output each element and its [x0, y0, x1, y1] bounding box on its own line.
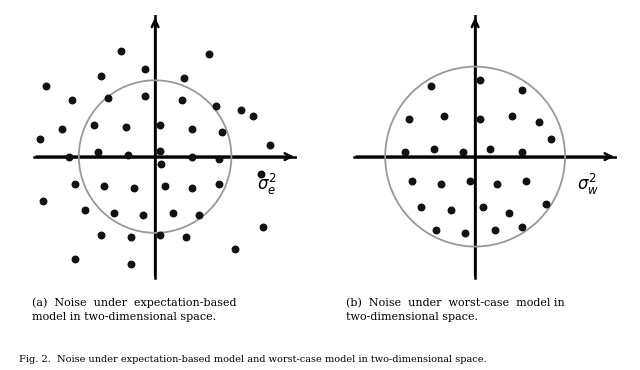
Point	[187, 126, 197, 132]
Point	[534, 120, 544, 125]
Point	[35, 136, 45, 142]
Point	[103, 95, 113, 101]
Point	[517, 224, 527, 230]
Point	[431, 227, 441, 233]
Point	[123, 152, 133, 158]
Point	[399, 149, 410, 155]
Text: (a)  Noise  under  expectation-based
model in two-dimensional space.: (a) Noise under expectation-based model …	[32, 298, 237, 322]
Point	[216, 129, 227, 135]
Point	[140, 65, 150, 71]
Point	[99, 183, 109, 189]
Point	[517, 87, 527, 93]
Point	[155, 122, 165, 128]
Point	[230, 246, 241, 252]
Point	[475, 117, 485, 122]
Point	[255, 171, 266, 177]
Point	[160, 183, 170, 189]
Point	[140, 93, 150, 99]
Text: $\sigma_w^2$: $\sigma_w^2$	[577, 171, 599, 196]
Point	[181, 234, 191, 240]
Text: $\sigma_e^2$: $\sigma_e^2$	[257, 171, 277, 196]
Point	[156, 161, 166, 167]
Point	[64, 154, 74, 159]
Point	[168, 210, 178, 216]
Point	[406, 178, 417, 184]
Point	[266, 142, 276, 148]
Point	[204, 51, 214, 57]
Point	[547, 136, 557, 142]
Point	[507, 112, 517, 118]
Point	[109, 210, 119, 216]
Point	[490, 227, 500, 233]
Point	[416, 205, 426, 211]
Point	[40, 83, 51, 89]
Point	[429, 146, 439, 152]
Point	[125, 261, 136, 267]
Point	[116, 48, 126, 54]
Point	[504, 210, 515, 216]
Point	[121, 124, 131, 130]
Point	[475, 77, 485, 83]
Point	[155, 148, 165, 154]
Point	[67, 97, 77, 103]
Point	[187, 185, 197, 191]
Text: (b)  Noise  under  worst-case  model in
two-dimensional space.: (b) Noise under worst-case model in two-…	[346, 298, 564, 322]
Point	[426, 83, 436, 89]
Point	[96, 232, 106, 238]
Point	[236, 107, 246, 112]
Point	[211, 103, 221, 109]
Point	[540, 201, 550, 206]
Point	[38, 198, 48, 204]
Point	[57, 126, 67, 132]
Point	[517, 149, 527, 155]
Point	[70, 181, 80, 187]
Point	[465, 178, 476, 184]
Point	[138, 212, 148, 218]
Point	[125, 234, 136, 240]
Point	[96, 73, 106, 80]
Point	[129, 185, 139, 191]
Point	[93, 149, 104, 155]
Point	[460, 230, 470, 236]
Point	[177, 97, 188, 103]
Point	[248, 112, 258, 118]
Point	[90, 122, 100, 128]
Point	[214, 155, 224, 161]
Point	[492, 181, 502, 187]
Point	[187, 154, 197, 159]
Point	[155, 232, 165, 238]
Point	[436, 181, 446, 187]
Point	[438, 112, 449, 118]
Point	[484, 146, 495, 152]
Point	[458, 149, 468, 155]
Point	[403, 117, 413, 122]
Point	[445, 208, 456, 213]
Point	[257, 224, 268, 230]
Point	[179, 75, 189, 81]
Point	[521, 178, 531, 184]
Point	[70, 256, 80, 262]
Point	[478, 205, 488, 211]
Text: Fig. 2.  Noise under expectation-based model and worst-case model in two-dimensi: Fig. 2. Noise under expectation-based mo…	[19, 355, 487, 364]
Point	[194, 212, 204, 218]
Point	[79, 208, 90, 213]
Point	[214, 181, 224, 187]
